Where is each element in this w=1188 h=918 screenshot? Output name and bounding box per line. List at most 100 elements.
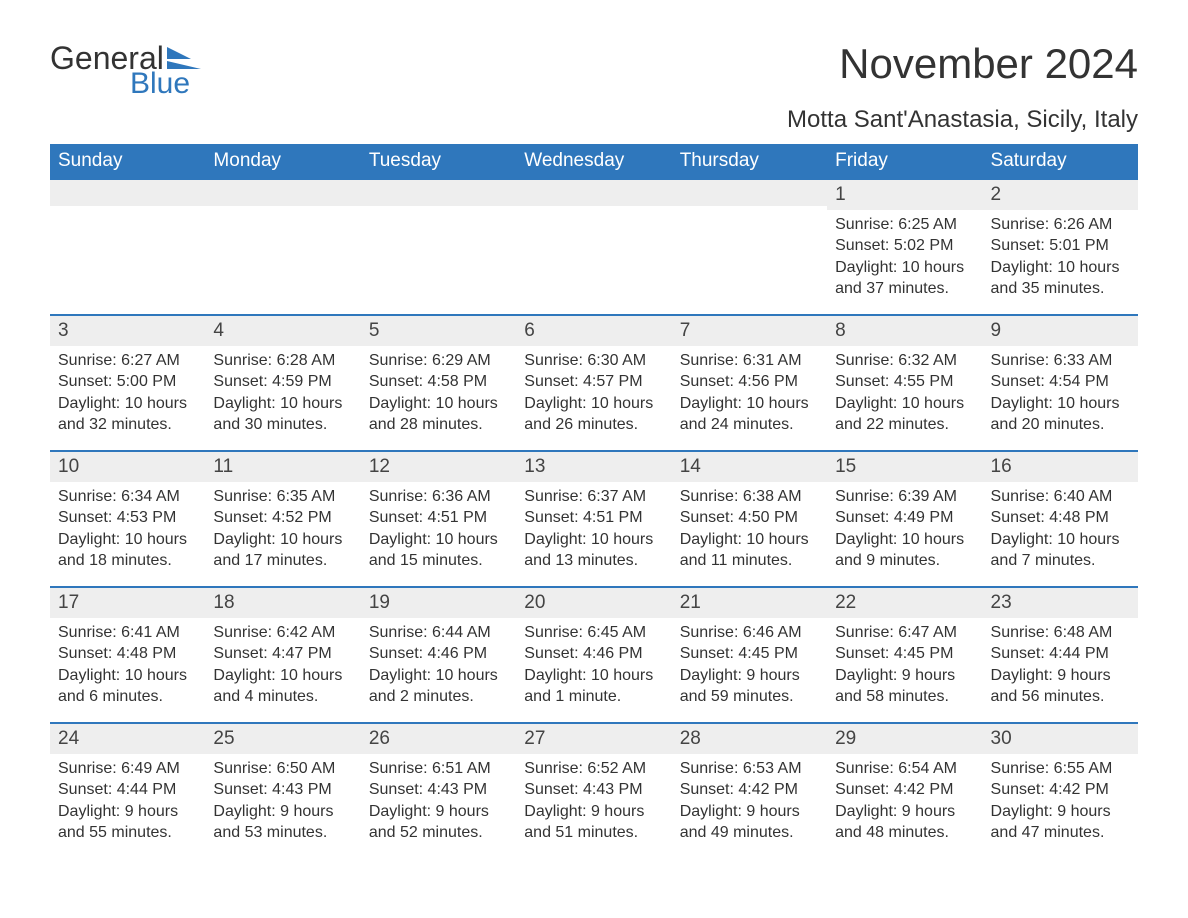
daylight-text: Daylight: 10 hours and 35 minutes. bbox=[991, 257, 1130, 300]
daylight-text: Daylight: 9 hours and 48 minutes. bbox=[835, 801, 974, 844]
daylight-text: Daylight: 10 hours and 13 minutes. bbox=[524, 529, 663, 572]
calendar-day-empty bbox=[516, 180, 671, 314]
weekday-header-row: Sunday Monday Tuesday Wednesday Thursday… bbox=[50, 144, 1138, 178]
sunrise-text: Sunrise: 6:33 AM bbox=[991, 350, 1130, 372]
daylight-text: Daylight: 9 hours and 55 minutes. bbox=[58, 801, 197, 844]
sunset-text: Sunset: 4:46 PM bbox=[369, 643, 508, 665]
day-number: 11 bbox=[205, 452, 360, 482]
sunrise-text: Sunrise: 6:48 AM bbox=[991, 622, 1130, 644]
calendar-day: 17Sunrise: 6:41 AMSunset: 4:48 PMDayligh… bbox=[50, 588, 205, 722]
calendar-day: 22Sunrise: 6:47 AMSunset: 4:45 PMDayligh… bbox=[827, 588, 982, 722]
sunrise-text: Sunrise: 6:38 AM bbox=[680, 486, 819, 508]
sunrise-text: Sunrise: 6:30 AM bbox=[524, 350, 663, 372]
calendar-week: 3Sunrise: 6:27 AMSunset: 5:00 PMDaylight… bbox=[50, 314, 1138, 450]
sunrise-text: Sunrise: 6:51 AM bbox=[369, 758, 508, 780]
calendar-day: 27Sunrise: 6:52 AMSunset: 4:43 PMDayligh… bbox=[516, 724, 671, 858]
sunrise-text: Sunrise: 6:44 AM bbox=[369, 622, 508, 644]
day-number bbox=[50, 180, 205, 206]
brand-word1: General bbox=[50, 40, 164, 77]
day-number: 19 bbox=[361, 588, 516, 618]
daylight-text: Daylight: 9 hours and 47 minutes. bbox=[991, 801, 1130, 844]
sunset-text: Sunset: 4:45 PM bbox=[680, 643, 819, 665]
calendar-day-empty bbox=[205, 180, 360, 314]
calendar-day: 26Sunrise: 6:51 AMSunset: 4:43 PMDayligh… bbox=[361, 724, 516, 858]
header-row: General Blue November 2024 Motta Sant'An… bbox=[50, 40, 1138, 134]
weekday-header: Saturday bbox=[983, 144, 1138, 178]
day-number: 22 bbox=[827, 588, 982, 618]
calendar-day: 2Sunrise: 6:26 AMSunset: 5:01 PMDaylight… bbox=[983, 180, 1138, 314]
day-number: 30 bbox=[983, 724, 1138, 754]
sunset-text: Sunset: 4:57 PM bbox=[524, 371, 663, 393]
sunrise-text: Sunrise: 6:35 AM bbox=[213, 486, 352, 508]
calendar-day-empty bbox=[361, 180, 516, 314]
calendar-day-empty bbox=[672, 180, 827, 314]
day-number: 14 bbox=[672, 452, 827, 482]
sunrise-text: Sunrise: 6:36 AM bbox=[369, 486, 508, 508]
sunset-text: Sunset: 4:51 PM bbox=[524, 507, 663, 529]
sunrise-text: Sunrise: 6:50 AM bbox=[213, 758, 352, 780]
weekday-header: Friday bbox=[827, 144, 982, 178]
sunset-text: Sunset: 4:49 PM bbox=[835, 507, 974, 529]
day-number: 27 bbox=[516, 724, 671, 754]
daylight-text: Daylight: 10 hours and 32 minutes. bbox=[58, 393, 197, 436]
sunrise-text: Sunrise: 6:49 AM bbox=[58, 758, 197, 780]
calendar-day: 16Sunrise: 6:40 AMSunset: 4:48 PMDayligh… bbox=[983, 452, 1138, 586]
calendar-day: 30Sunrise: 6:55 AMSunset: 4:42 PMDayligh… bbox=[983, 724, 1138, 858]
day-number: 2 bbox=[983, 180, 1138, 210]
day-number: 16 bbox=[983, 452, 1138, 482]
day-number: 7 bbox=[672, 316, 827, 346]
daylight-text: Daylight: 10 hours and 11 minutes. bbox=[680, 529, 819, 572]
calendar-day: 19Sunrise: 6:44 AMSunset: 4:46 PMDayligh… bbox=[361, 588, 516, 722]
day-number: 25 bbox=[205, 724, 360, 754]
sunset-text: Sunset: 5:00 PM bbox=[58, 371, 197, 393]
day-number: 18 bbox=[205, 588, 360, 618]
sunset-text: Sunset: 4:56 PM bbox=[680, 371, 819, 393]
daylight-text: Daylight: 10 hours and 4 minutes. bbox=[213, 665, 352, 708]
day-number: 6 bbox=[516, 316, 671, 346]
calendar-day: 13 Sunrise: 6:37 AMSunset: 4:51 PMDayligh… bbox=[516, 452, 671, 586]
daylight-text: Daylight: 10 hours and 28 minutes. bbox=[369, 393, 508, 436]
day-number: 17 bbox=[50, 588, 205, 618]
daylight-text: Daylight: 9 hours and 59 minutes. bbox=[680, 665, 819, 708]
sunset-text: Sunset: 4:42 PM bbox=[680, 779, 819, 801]
weekday-header: Sunday bbox=[50, 144, 205, 178]
day-number: 26 bbox=[361, 724, 516, 754]
sunset-text: Sunset: 4:55 PM bbox=[835, 371, 974, 393]
daylight-text: Daylight: 10 hours and 15 minutes. bbox=[369, 529, 508, 572]
day-number: 21 bbox=[672, 588, 827, 618]
sunset-text: Sunset: 4:46 PM bbox=[524, 643, 663, 665]
calendar-day: 1Sunrise: 6:25 AMSunset: 5:02 PMDaylight… bbox=[827, 180, 982, 314]
weekday-header: Thursday bbox=[672, 144, 827, 178]
calendar-day: 5Sunrise: 6:29 AMSunset: 4:58 PMDaylight… bbox=[361, 316, 516, 450]
calendar-day: 15Sunrise: 6:39 AMSunset: 4:49 PMDayligh… bbox=[827, 452, 982, 586]
sunrise-text: Sunrise: 6:31 AM bbox=[680, 350, 819, 372]
sunrise-text: Sunrise: 6:37 AM bbox=[524, 486, 663, 508]
sunrise-text: Sunrise: 6:41 AM bbox=[58, 622, 197, 644]
calendar-day: 29Sunrise: 6:54 AMSunset: 4:42 PMDayligh… bbox=[827, 724, 982, 858]
day-number: 28 bbox=[672, 724, 827, 754]
sunset-text: Sunset: 4:50 PM bbox=[680, 507, 819, 529]
daylight-text: Daylight: 10 hours and 30 minutes. bbox=[213, 393, 352, 436]
daylight-text: Daylight: 10 hours and 22 minutes. bbox=[835, 393, 974, 436]
sunset-text: Sunset: 4:43 PM bbox=[369, 779, 508, 801]
calendar-day: 21 Sunrise: 6:46 AMSunset: 4:45 PMDayligh… bbox=[672, 588, 827, 722]
daylight-text: Daylight: 10 hours and 18 minutes. bbox=[58, 529, 197, 572]
sunrise-text: Sunrise: 6:28 AM bbox=[213, 350, 352, 372]
daylight-text: Daylight: 9 hours and 56 minutes. bbox=[991, 665, 1130, 708]
sunset-text: Sunset: 4:54 PM bbox=[991, 371, 1130, 393]
sunrise-text: Sunrise: 6:34 AM bbox=[58, 486, 197, 508]
day-number: 15 bbox=[827, 452, 982, 482]
calendar-day: 24Sunrise: 6:49 AMSunset: 4:44 PMDayligh… bbox=[50, 724, 205, 858]
sunset-text: Sunset: 5:01 PM bbox=[991, 235, 1130, 257]
weekday-header: Tuesday bbox=[361, 144, 516, 178]
calendar-day-empty bbox=[50, 180, 205, 314]
brand-mark-icon bbox=[167, 40, 201, 77]
sunrise-text: Sunrise: 6:46 AM bbox=[680, 622, 819, 644]
daylight-text: Daylight: 9 hours and 53 minutes. bbox=[213, 801, 352, 844]
sunrise-text: Sunrise: 6:39 AM bbox=[835, 486, 974, 508]
day-number: 13 bbox=[516, 452, 671, 482]
sunrise-text: Sunrise: 6:53 AM bbox=[680, 758, 819, 780]
day-number: 4 bbox=[205, 316, 360, 346]
sunrise-text: Sunrise: 6:29 AM bbox=[369, 350, 508, 372]
day-number: 29 bbox=[827, 724, 982, 754]
